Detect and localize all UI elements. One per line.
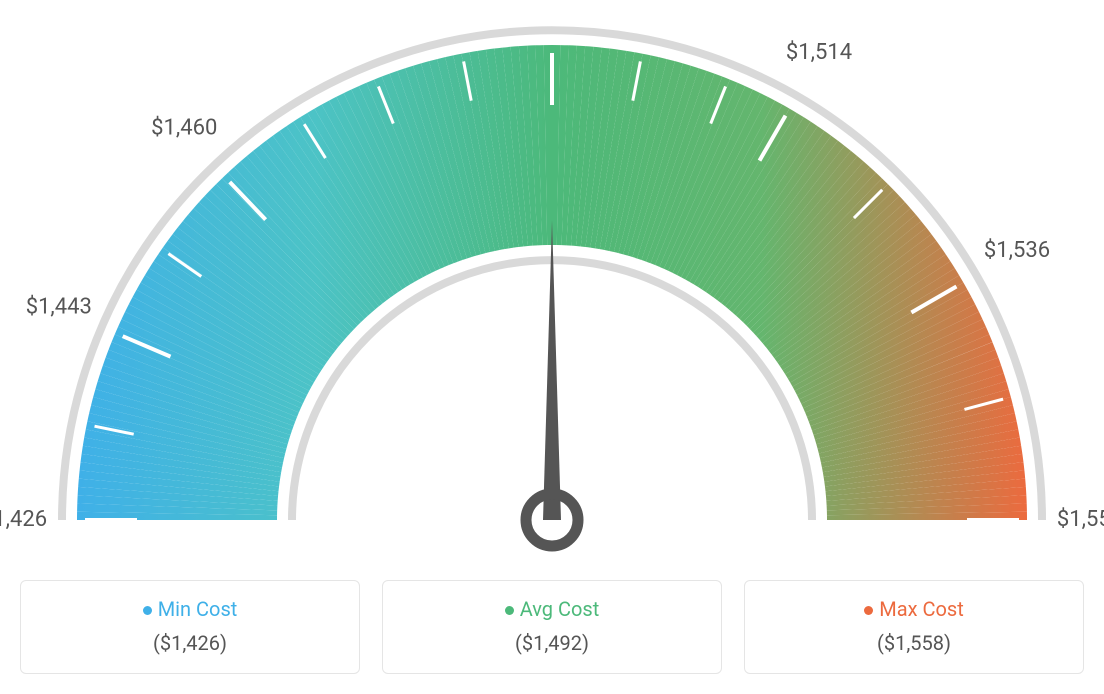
legend-avg-dot-icon	[505, 606, 514, 615]
legend-card-min: Min Cost ($1,426)	[20, 580, 360, 674]
cost-gauge: $1,426$1,443$1,460$1,492$1,514$1,536$1,5…	[20, 20, 1084, 560]
gauge-svg: $1,426$1,443$1,460$1,492$1,514$1,536$1,5…	[20, 20, 1084, 560]
legend-card-max: Max Cost ($1,558)	[744, 580, 1084, 674]
legend-max-value: ($1,558)	[755, 631, 1073, 655]
legend-min-title: Min Cost	[31, 597, 349, 621]
gauge-tick-label: $1,426	[0, 507, 47, 532]
gauge-tick-label: $1,536	[984, 238, 1050, 263]
legend-min-value: ($1,426)	[31, 631, 349, 655]
legend-max-title: Max Cost	[755, 597, 1073, 621]
gauge-needle	[543, 220, 561, 520]
legend-avg-title-text: Avg Cost	[520, 597, 600, 621]
legend-card-avg: Avg Cost ($1,492)	[382, 580, 722, 674]
legend-max-title-text: Max Cost	[879, 597, 964, 621]
gauge-tick-label: $1,558	[1057, 507, 1104, 532]
legend-row: Min Cost ($1,426) Avg Cost ($1,492) Max …	[20, 580, 1084, 674]
legend-avg-title: Avg Cost	[393, 597, 711, 621]
legend-avg-value: ($1,492)	[393, 631, 711, 655]
legend-min-title-text: Min Cost	[158, 597, 238, 621]
gauge-tick-label: $1,443	[26, 294, 92, 319]
gauge-tick-label: $1,460	[151, 115, 217, 140]
legend-max-dot-icon	[864, 606, 873, 615]
gauge-tick-label: $1,514	[786, 40, 852, 65]
legend-min-dot-icon	[143, 606, 152, 615]
